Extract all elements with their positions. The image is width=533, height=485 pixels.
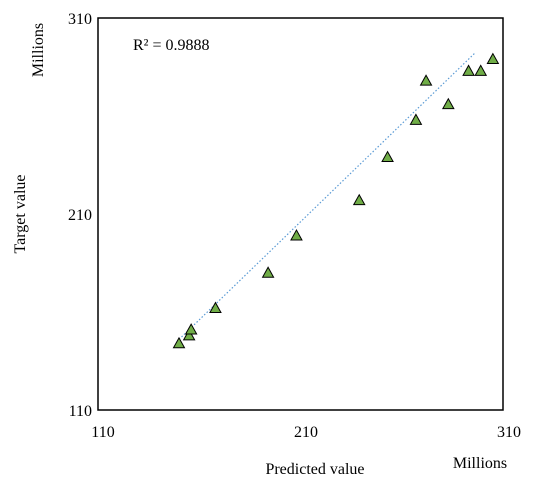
data-point: [209, 301, 222, 313]
x-unit-label: Millions: [453, 455, 507, 472]
y-unit-label: Millions: [30, 23, 47, 77]
data-point: [462, 64, 475, 76]
x-tick-label: 210: [294, 424, 318, 441]
data-point: [419, 74, 433, 86]
y-axis-title: Target value: [12, 175, 29, 254]
y-tick-label: 110: [69, 403, 92, 420]
y-tick-label: 310: [68, 11, 92, 28]
data-point: [184, 323, 198, 335]
r-squared-annotation: R² = 0.9888: [133, 37, 210, 54]
x-tick-label: 110: [91, 424, 114, 441]
data-point: [381, 150, 394, 163]
data-point: [441, 97, 455, 110]
data-point: [352, 193, 366, 206]
data-point: [172, 336, 186, 349]
plot-area: [97, 17, 504, 411]
data-point: [486, 52, 500, 65]
data-point: [474, 64, 488, 76]
data-point: [290, 229, 303, 241]
data-point: [261, 266, 275, 278]
x-tick-label: 310: [497, 424, 521, 441]
points-layer: [172, 52, 500, 349]
x-axis-title: Predicted value: [265, 461, 364, 478]
data-point: [409, 113, 423, 125]
data-point: [182, 328, 196, 341]
y-tick-label: 210: [68, 207, 92, 224]
